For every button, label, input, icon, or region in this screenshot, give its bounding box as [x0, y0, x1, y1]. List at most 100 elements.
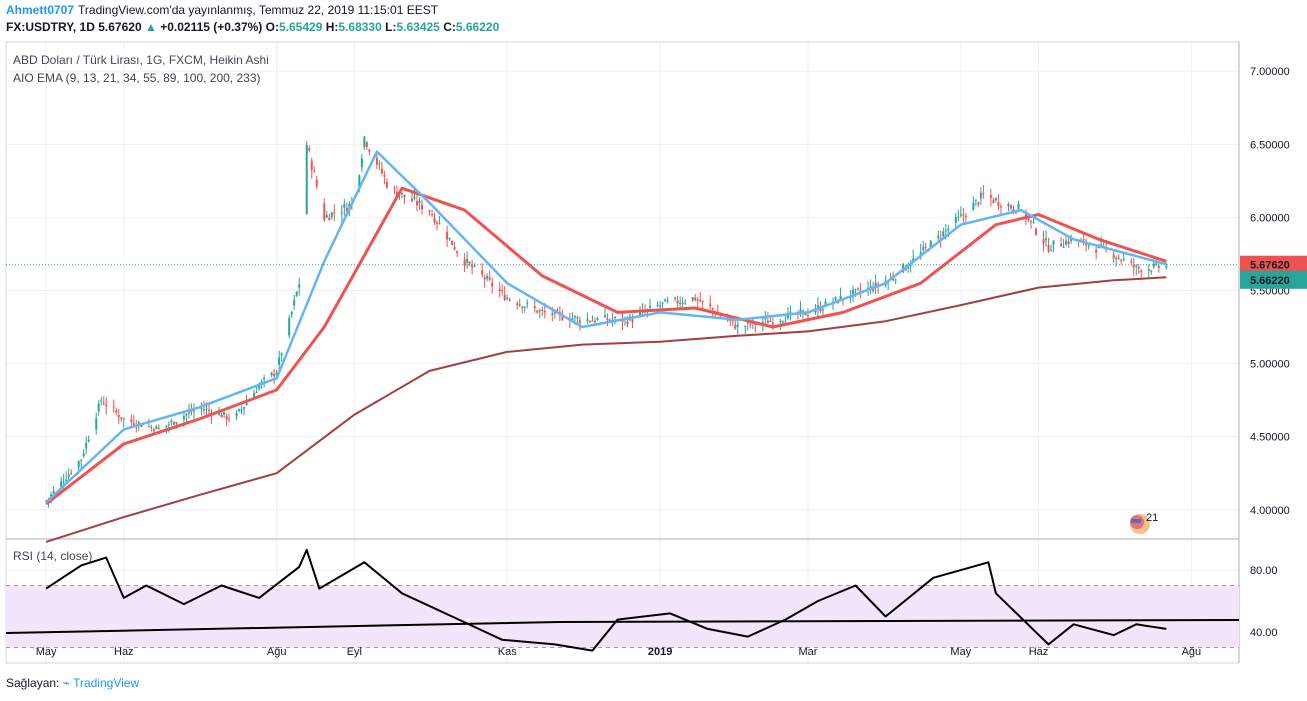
candle-body: [380, 168, 383, 174]
candle-body: [190, 411, 193, 413]
candle-body: [130, 419, 133, 422]
time-tick-label: Haz: [114, 646, 134, 658]
candle-body: [869, 286, 872, 288]
candle-body: [779, 321, 782, 323]
time-tick-label: May: [950, 646, 971, 658]
rsi-tick-label: 80.00: [1250, 565, 1278, 577]
candle-body: [290, 311, 293, 315]
candle-body: [260, 381, 263, 384]
candle-body: [709, 303, 712, 307]
candle-body: [207, 409, 210, 411]
candle-body: [150, 427, 153, 429]
candle-body: [982, 193, 985, 195]
price-badges: 5.67620 5.66220: [1240, 255, 1307, 289]
candle-body: [225, 415, 228, 420]
candle-body: [413, 196, 416, 199]
candle-body: [631, 319, 634, 322]
candle-body: [483, 277, 486, 280]
candle-body: [433, 218, 436, 223]
rsi-line: [45, 548, 1167, 652]
candle-body: [516, 303, 519, 306]
up-arrow-icon: ▲: [144, 20, 157, 34]
candle-body: [155, 426, 158, 430]
candle-body: [1032, 221, 1035, 223]
high-label: H:: [325, 20, 339, 34]
candle-body: [1070, 237, 1073, 242]
candle-body: [400, 192, 403, 194]
candle-body: [1115, 257, 1118, 259]
candle-body: [731, 320, 734, 322]
candle-body: [275, 372, 278, 375]
candle-body: [912, 258, 915, 262]
price-tick-label: 6.50000: [1250, 139, 1290, 151]
candle-body: [270, 372, 273, 376]
candle-body: [295, 291, 298, 296]
publish-line: Ahmett0707 TradingView.com'da yayınlanmış…: [6, 3, 438, 17]
tradingview-link[interactable]: TradingView: [73, 676, 140, 690]
candle-body: [989, 195, 992, 198]
candle-body: [182, 416, 185, 420]
candle-body: [736, 324, 739, 327]
candle-body: [784, 321, 787, 323]
rsi-trendline-1: [5, 621, 561, 634]
price-tick-label: 4.00000: [1250, 505, 1290, 517]
candle-body: [954, 217, 957, 223]
candle-body: [172, 422, 175, 425]
candle-body: [416, 201, 418, 206]
price-tick-label: 6.00000: [1250, 212, 1290, 224]
candle-body: [167, 424, 170, 426]
candle-body: [666, 300, 669, 302]
candle-body: [656, 305, 659, 307]
candle-body: [77, 461, 80, 468]
candle-body: [974, 199, 977, 201]
candle-body: [543, 310, 546, 313]
publish-info: TradingView.com'da yayınlanmış, Temmuz 2…: [78, 3, 439, 17]
candle-body: [170, 420, 173, 423]
candle-body: [436, 222, 439, 224]
candle-body: [273, 373, 276, 377]
candle-body: [1135, 265, 1138, 267]
candle-body: [313, 171, 316, 173]
time-tick-label: Mar: [798, 646, 817, 658]
candle-body: [1009, 205, 1012, 209]
candle-body: [659, 305, 662, 307]
rsi-tick-label: 40.00: [1250, 627, 1278, 639]
high-value: 5.68330: [338, 20, 382, 34]
candle-body: [263, 378, 266, 380]
flag-icon: 21: [1130, 512, 1158, 534]
candle-body: [185, 414, 188, 416]
candle-body: [649, 305, 652, 308]
candle-body: [253, 393, 256, 399]
ema-233-path: [45, 276, 1167, 543]
candle-body: [115, 410, 118, 413]
candle-body: [80, 459, 83, 461]
candle-body: [418, 200, 421, 204]
time-tick-label: Ağu: [267, 646, 287, 658]
candle-body: [734, 324, 737, 329]
candle-body: [1122, 258, 1125, 260]
tradingview-logo-icon[interactable]: ⌁: [62, 676, 70, 690]
author-link[interactable]: Ahmett0707: [6, 3, 75, 17]
candle-body: [1165, 266, 1168, 268]
candle-body: [288, 317, 291, 336]
candle-body: [70, 473, 73, 475]
price-tick-label: 7.00000: [1250, 66, 1290, 78]
candle-body: [1024, 211, 1027, 220]
candle-body: [498, 288, 501, 291]
candle-body: [766, 320, 769, 324]
candle-body: [603, 315, 606, 318]
candle-body: [972, 202, 975, 211]
candle-body: [789, 311, 792, 313]
candle-body: [87, 439, 90, 442]
candle-body: [957, 216, 960, 218]
candle-body: [729, 319, 732, 321]
candle-body: [962, 214, 965, 216]
candle-body: [1042, 239, 1045, 244]
candle-body: [799, 309, 802, 312]
ema-55-line: [45, 186, 1167, 506]
candle-body: [749, 323, 752, 325]
candle-body: [661, 302, 664, 304]
candle-body: [278, 357, 281, 365]
candle-body: [1130, 261, 1133, 263]
